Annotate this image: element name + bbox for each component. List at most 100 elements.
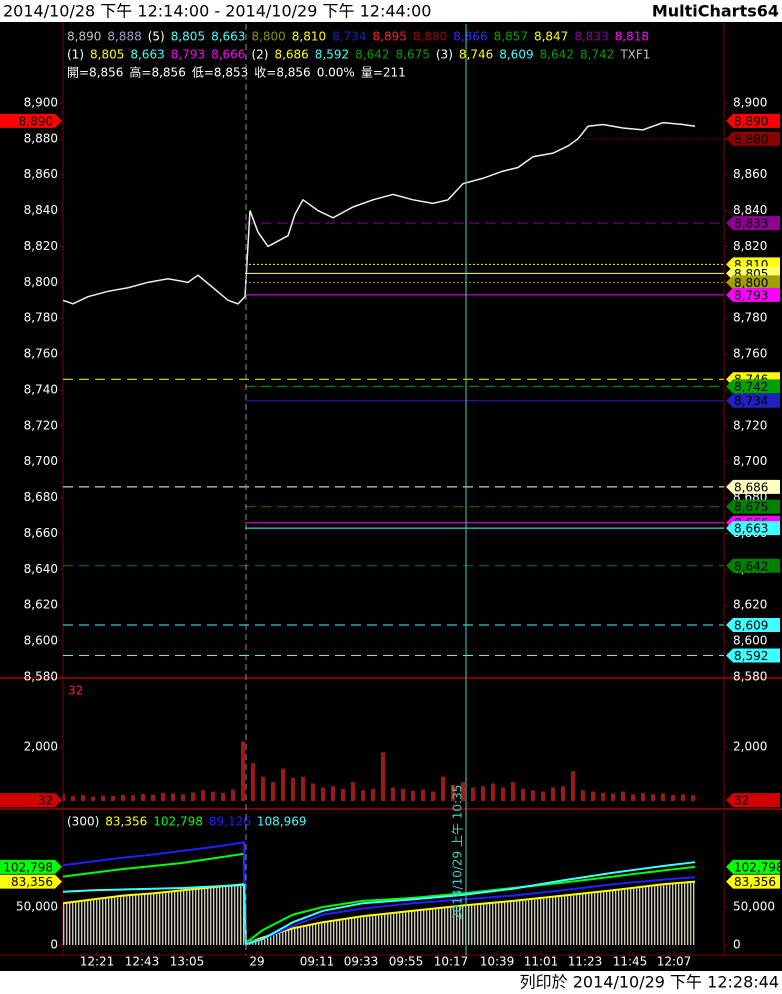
- y-tick-label: 8,620: [24, 598, 58, 612]
- tag-shape: [726, 379, 780, 394]
- y-tick-label: 8,640: [24, 562, 58, 576]
- header-value: 8,609: [499, 48, 533, 62]
- bar: [341, 788, 345, 801]
- tag-shape: [0, 874, 62, 889]
- tag-label: 8,890: [19, 114, 53, 128]
- price-tag: 32: [0, 793, 62, 808]
- header-value: 8,742: [580, 48, 614, 62]
- y-tick-label: 8,780: [24, 311, 58, 325]
- header-value: 8,746: [459, 48, 493, 62]
- header-value: (2): [251, 48, 268, 62]
- bar: [361, 790, 365, 801]
- y-tick-label: 8,660: [24, 526, 58, 540]
- bar: [501, 787, 505, 801]
- header-value: 8,888: [107, 30, 141, 44]
- bar: [421, 789, 425, 801]
- bar: [651, 794, 655, 801]
- header-value: 8,880: [413, 30, 447, 44]
- tag-shape: [726, 131, 780, 146]
- y-tick-label: 0: [50, 938, 58, 952]
- bar: [311, 783, 315, 801]
- y-tick-label: 2,000: [24, 739, 58, 753]
- price-tag: 102,798: [726, 859, 782, 874]
- header-value: 收=8,856: [254, 66, 310, 80]
- tag-shape: [726, 558, 780, 573]
- tag-shape: [726, 617, 780, 632]
- tag-shape: [0, 113, 62, 128]
- header-value: 8,663: [130, 48, 164, 62]
- y-tick-label: 8,720: [733, 418, 767, 432]
- bar: [381, 752, 385, 801]
- y-tick-label: 8,820: [24, 239, 58, 253]
- bar: [601, 792, 605, 801]
- bar: [181, 794, 185, 801]
- y-tick-label: 8,700: [24, 454, 58, 468]
- tag-shape: [726, 113, 780, 128]
- tag-shape: [726, 521, 780, 536]
- x-tick-label: 13:05: [170, 955, 205, 969]
- price-tag: 83,356: [0, 874, 62, 889]
- header-value: 8,675: [396, 48, 430, 62]
- header-value: 8,805: [90, 48, 124, 62]
- tag-label: 8,800: [734, 276, 768, 290]
- header-value: (1): [67, 48, 84, 62]
- legend-entry: 89,126: [209, 815, 251, 829]
- bar: [291, 778, 295, 801]
- bar: [201, 790, 205, 801]
- bar: [641, 792, 645, 801]
- bar: [191, 792, 195, 801]
- y-tick-label: 8,600: [733, 634, 767, 648]
- header-value: 8,866: [453, 30, 487, 44]
- bar: [91, 796, 95, 801]
- bar: [321, 787, 325, 801]
- header-value: 8,818: [615, 30, 649, 44]
- x-tick-label: 11:23: [568, 955, 603, 969]
- header-value: 0.00%: [317, 66, 355, 80]
- header-value: 量=211: [361, 66, 406, 80]
- y-tick-label: 8,620: [733, 598, 767, 612]
- tag-shape: [726, 275, 780, 290]
- header-value: 8,800: [251, 30, 285, 44]
- bar: [551, 787, 555, 801]
- y-tick-label: 8,840: [24, 203, 58, 217]
- bar: [101, 795, 105, 801]
- price-tag: 8,609: [726, 617, 780, 632]
- header-value: 8,592: [315, 48, 349, 62]
- price-tag: 8,880: [726, 131, 780, 146]
- x-tick-label: 09:11: [300, 955, 335, 969]
- bar: [511, 782, 515, 801]
- bar: [221, 792, 225, 801]
- header-value: 8,686: [274, 48, 308, 62]
- x-tick-label: 10:39: [480, 955, 515, 969]
- bar: [631, 794, 635, 801]
- tag-shape: [726, 479, 780, 494]
- bar: [71, 796, 75, 801]
- y-tick-label: 8,580: [733, 670, 767, 684]
- bar: [81, 795, 85, 801]
- price-tag: 8,742: [726, 379, 780, 394]
- tag-label: 8,609: [734, 618, 768, 632]
- header-value: 8,805: [171, 30, 205, 44]
- area: [63, 881, 695, 945]
- x-tick-label: 09:33: [344, 955, 379, 969]
- price-tag: 32: [726, 793, 780, 808]
- tag-label: 83,356: [11, 875, 53, 889]
- x-tick-label: 12:21: [80, 955, 115, 969]
- header-value: 8,857: [494, 30, 528, 44]
- tag-label: 32: [734, 794, 749, 808]
- y-tick-label: 8,880: [24, 131, 58, 145]
- tag-label: 8,675: [734, 500, 768, 514]
- tag-label: 8,734: [734, 394, 768, 408]
- tag-shape: [726, 874, 780, 889]
- indicator-label: (300): [67, 815, 99, 829]
- bar: [431, 791, 435, 801]
- x-tick-label: 12:43: [125, 955, 160, 969]
- header-value: TXF1: [619, 48, 650, 62]
- header-value: 低=8,853: [192, 66, 248, 80]
- bar: [371, 788, 375, 801]
- y-tick-label: 8,700: [733, 454, 767, 468]
- tag-shape: [726, 287, 780, 302]
- header-value: 8,890: [67, 30, 101, 44]
